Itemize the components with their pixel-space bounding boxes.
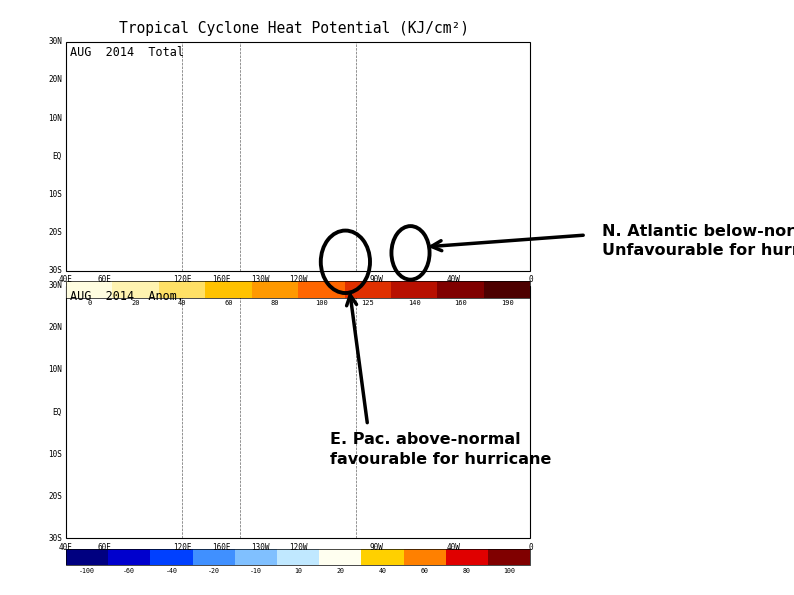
Bar — [66, 286, 530, 538]
Bar — [484, 281, 530, 298]
Bar — [113, 281, 159, 298]
Text: -10: -10 — [250, 568, 262, 574]
Bar — [66, 549, 530, 565]
Text: 0: 0 — [528, 543, 533, 552]
Text: AUG  2014  Total: AUG 2014 Total — [70, 46, 184, 60]
Bar — [277, 549, 319, 565]
Text: 120W: 120W — [290, 543, 308, 552]
Bar — [252, 281, 299, 298]
Bar — [437, 281, 484, 298]
Bar — [299, 281, 345, 298]
Text: 60E: 60E — [98, 543, 111, 552]
Bar — [361, 549, 403, 565]
Text: 130W: 130W — [251, 543, 269, 552]
Text: 40E: 40E — [59, 543, 73, 552]
Text: 100: 100 — [503, 568, 515, 574]
Bar — [345, 281, 391, 298]
Text: -60: -60 — [123, 568, 135, 574]
Text: 190: 190 — [501, 300, 514, 306]
Text: 90W: 90W — [369, 543, 384, 552]
Text: 60: 60 — [421, 568, 429, 574]
Bar — [446, 549, 488, 565]
Bar — [488, 549, 530, 565]
Text: -40: -40 — [165, 568, 178, 574]
Text: 30S: 30S — [48, 266, 62, 275]
Text: 0: 0 — [87, 300, 91, 306]
Text: 0: 0 — [528, 275, 533, 284]
Bar — [66, 549, 108, 565]
Text: EQ: EQ — [52, 408, 62, 416]
Text: N. Atlantic below-normal
Unfavourable for hurricane: N. Atlantic below-normal Unfavourable fo… — [602, 224, 794, 258]
Text: 90W: 90W — [369, 275, 384, 284]
Text: 120E: 120E — [173, 543, 191, 552]
Text: -100: -100 — [79, 568, 95, 574]
Text: 40: 40 — [379, 568, 387, 574]
Text: 80: 80 — [463, 568, 471, 574]
Text: 80: 80 — [271, 300, 279, 306]
Text: 160: 160 — [454, 300, 467, 306]
Text: 120E: 120E — [173, 275, 191, 284]
Text: Tropical Cyclone Heat Potential (KJ/cm²): Tropical Cyclone Heat Potential (KJ/cm²) — [119, 21, 468, 36]
Text: 60: 60 — [224, 300, 233, 306]
Bar — [150, 549, 193, 565]
Text: 125: 125 — [361, 300, 374, 306]
Bar — [235, 549, 277, 565]
Bar — [159, 281, 205, 298]
Bar — [66, 281, 113, 298]
Text: 40W: 40W — [447, 543, 461, 552]
Bar — [66, 281, 530, 298]
Text: 30S: 30S — [48, 534, 62, 543]
Text: 30N: 30N — [48, 37, 62, 46]
Text: 120W: 120W — [290, 275, 308, 284]
Text: 40E: 40E — [59, 275, 73, 284]
Bar — [206, 281, 252, 298]
Text: 10S: 10S — [48, 450, 62, 459]
Bar — [108, 549, 150, 565]
Text: AUG  2014  Anom.: AUG 2014 Anom. — [70, 290, 184, 303]
Text: 140: 140 — [408, 300, 421, 306]
Text: -20: -20 — [208, 568, 220, 574]
Text: 40: 40 — [178, 300, 187, 306]
Text: 130W: 130W — [251, 275, 269, 284]
Bar — [66, 42, 530, 271]
Text: 20: 20 — [337, 568, 345, 574]
Text: E. Pac. above-normal
favourable for hurricane: E. Pac. above-normal favourable for hurr… — [330, 432, 551, 466]
Bar — [319, 549, 361, 565]
Text: 20: 20 — [131, 300, 140, 306]
Text: 20S: 20S — [48, 492, 62, 501]
Bar — [193, 549, 235, 565]
Text: 40W: 40W — [447, 275, 461, 284]
Text: 160E: 160E — [212, 543, 230, 552]
Text: 20N: 20N — [48, 323, 62, 332]
Text: 20N: 20N — [48, 76, 62, 84]
Text: 10N: 10N — [48, 365, 62, 374]
Text: EQ: EQ — [52, 152, 62, 161]
Text: 10S: 10S — [48, 190, 62, 199]
Text: 160E: 160E — [212, 275, 230, 284]
Text: 20S: 20S — [48, 228, 62, 237]
Text: 60E: 60E — [98, 275, 111, 284]
Text: 10: 10 — [294, 568, 303, 574]
Text: 100: 100 — [315, 300, 328, 306]
Text: 10N: 10N — [48, 114, 62, 123]
Bar — [391, 281, 437, 298]
Bar — [403, 549, 446, 565]
Text: 30N: 30N — [48, 281, 62, 290]
